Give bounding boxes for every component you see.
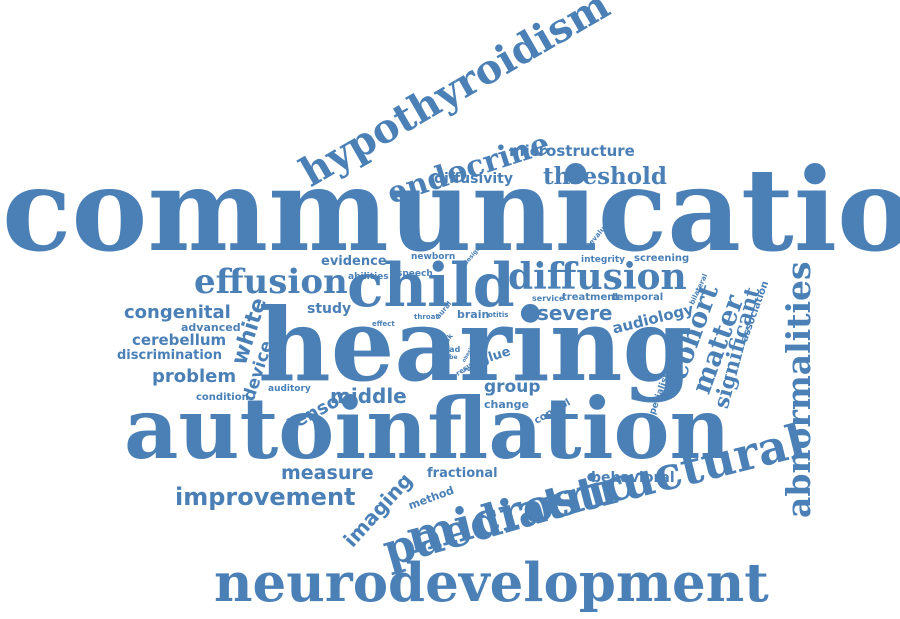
word-effusion: effusion [194, 262, 348, 302]
word-media: media [358, 349, 390, 359]
word-screening: screening [634, 253, 690, 264]
word-auditory: auditory [268, 384, 311, 394]
word-brain: brain [457, 308, 490, 321]
word-behavioral: behavioral [591, 470, 675, 486]
word-microstructure: microstructure [509, 142, 635, 160]
word-year: year [463, 366, 478, 373]
word-autoinflation: autoinflation [124, 379, 731, 478]
word-effect: effect [372, 320, 395, 328]
word-problem: problem [152, 366, 237, 387]
word-newborn: newborn [411, 252, 456, 262]
word-improvement: improvement [175, 483, 356, 511]
word-fractional: fractional [427, 466, 498, 481]
word-measure: measure [281, 462, 374, 484]
word-throat: throat [414, 313, 439, 321]
word-threshold: threshold [543, 163, 667, 190]
word-severe: severe [537, 301, 613, 325]
word-service: service [532, 294, 565, 303]
word-discrimination: discrimination [117, 348, 222, 363]
word-temporal: temporal [612, 292, 664, 303]
word-condition: condition [196, 392, 249, 403]
word-diffusivity: diffusivity [434, 171, 514, 187]
word-study: study [307, 301, 352, 317]
word-change: change [484, 398, 529, 411]
word-hearing: hearing [258, 286, 693, 404]
word-otitis: otitis [488, 311, 509, 319]
word-congenital: congenital [124, 302, 231, 323]
word-diffusion: diffusion [508, 256, 687, 298]
word-speech: speech [397, 269, 433, 279]
word-evidence: evidence [321, 254, 387, 269]
word-communication: communication [2, 143, 900, 277]
word-integrity: integrity [581, 255, 626, 265]
word-advanced: advanced [181, 321, 241, 334]
word-middle: middle [330, 384, 407, 408]
word-cerebellum: cerebellum [132, 331, 227, 349]
word-abilities: abilities [348, 272, 389, 282]
word-treatment: treatment [562, 292, 620, 303]
word-abnormalities: abnormalities [779, 261, 818, 518]
word-group: group [484, 377, 541, 397]
word-lead: lead [441, 345, 461, 354]
word-child: child [347, 251, 515, 321]
word-lobe: lobe [443, 354, 458, 361]
word-neurodevelopment: neurodevelopment [214, 552, 769, 614]
